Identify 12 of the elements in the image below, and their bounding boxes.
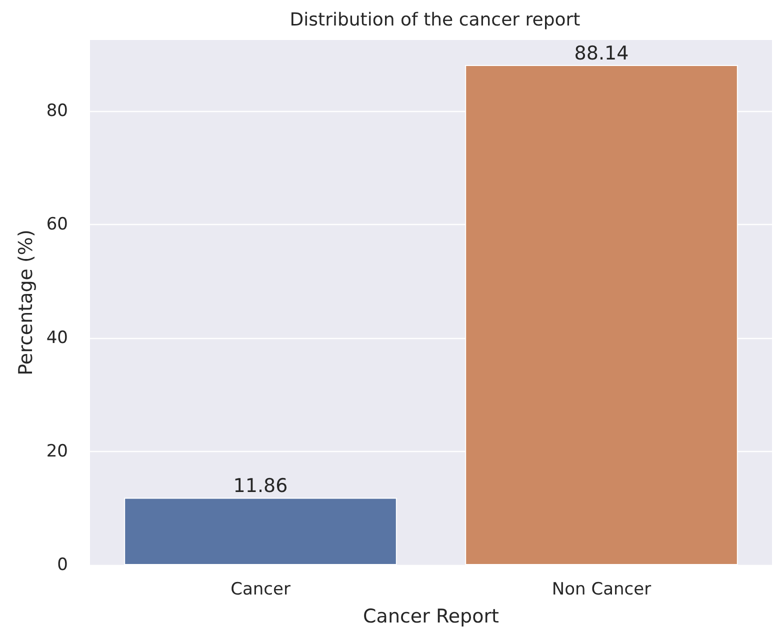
data-label: 88.14: [574, 42, 629, 65]
y-axis-title: Percentage (%): [14, 230, 37, 376]
x-tick-label: Cancer: [230, 580, 290, 600]
y-tick-label: 60: [46, 214, 68, 235]
y-tick-label: 80: [46, 101, 68, 122]
data-label: 11.86: [233, 475, 288, 498]
y-tick-label: 40: [46, 328, 68, 348]
x-axis-title: Cancer Report: [363, 606, 499, 628]
x-tick-label: Non Cancer: [552, 580, 652, 600]
y-tick-label: 20: [46, 442, 68, 462]
chart-title: Distribution of the cancer report: [290, 10, 580, 30]
y-tick-label: 0: [57, 555, 68, 575]
